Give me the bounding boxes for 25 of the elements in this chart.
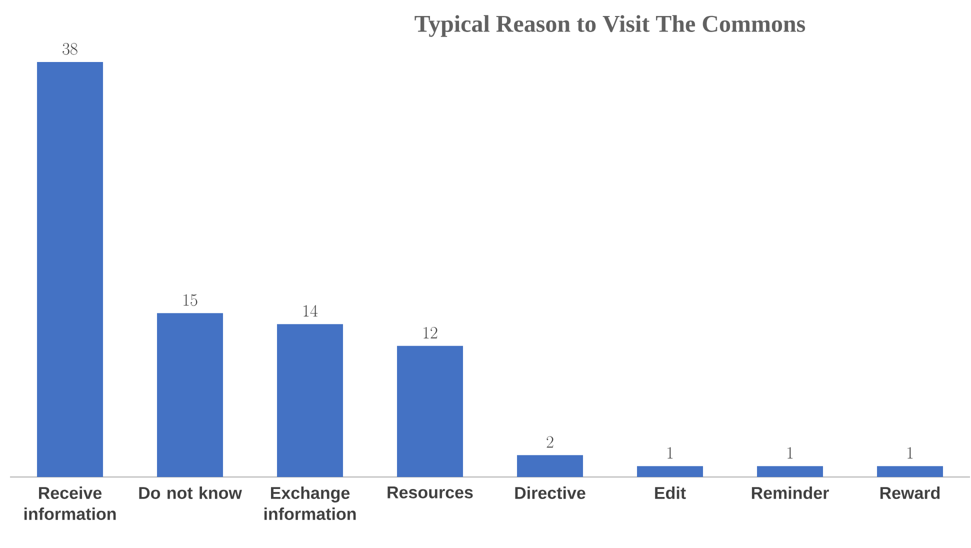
x-tick-label: Receive information	[24, 486, 116, 520]
data-label: 12	[424, 326, 438, 338]
x-tick-label: Edit	[655, 486, 686, 500]
data-label: 14	[304, 305, 318, 317]
data-label: 1	[908, 447, 913, 459]
x-tick-label: Exchange information	[264, 486, 356, 520]
x-tick-label: Reward	[880, 486, 940, 500]
bar	[157, 313, 224, 477]
x-tick-label: Resources	[388, 486, 473, 498]
x-tick-label: Reminder	[752, 486, 829, 500]
chart-title: Typical Reason to Visit The Commons	[414, 15, 806, 37]
data-label: 1	[668, 447, 673, 459]
x-tick-label: Directive	[515, 486, 586, 500]
x-tick-label: Do not know	[139, 486, 242, 500]
data-label: 1	[788, 447, 793, 459]
bar	[757, 466, 823, 477]
bar	[637, 466, 704, 477]
data-label: 2	[546, 436, 554, 448]
data-label: 15	[184, 294, 198, 306]
bar	[37, 62, 104, 477]
bar	[877, 466, 943, 477]
data-label: 38	[62, 43, 78, 55]
bar	[277, 324, 344, 477]
bar	[397, 346, 464, 477]
bar	[517, 455, 584, 477]
